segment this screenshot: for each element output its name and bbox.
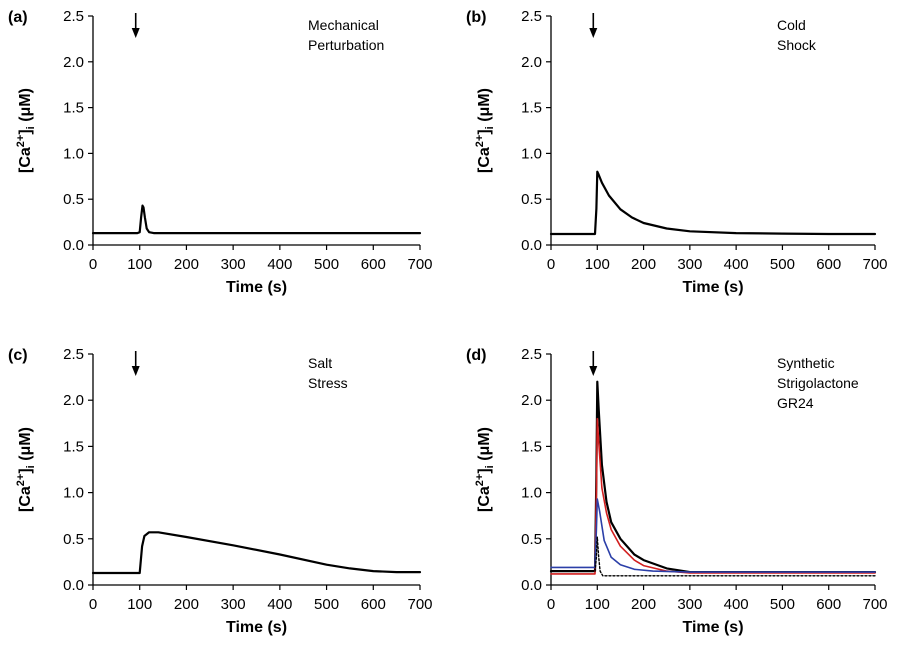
x-tick-label: 300 bbox=[221, 596, 246, 613]
annotation-text: Salt bbox=[308, 355, 332, 371]
series-line-3 bbox=[550, 498, 876, 573]
y-tick-label: 1.0 bbox=[63, 485, 84, 502]
x-tick-label: 200 bbox=[631, 256, 656, 273]
x-tick-label: 500 bbox=[314, 256, 339, 273]
series-line-2 bbox=[550, 417, 876, 575]
y-tick-label: 0.5 bbox=[521, 531, 542, 548]
y-axis-title: [Ca2+]i (μM) bbox=[474, 88, 496, 173]
y-tick-label: 1.0 bbox=[521, 485, 542, 502]
x-tick-label: 600 bbox=[361, 256, 386, 273]
annotation-text: Perturbation bbox=[308, 37, 384, 53]
x-tick-label: 0 bbox=[89, 256, 97, 273]
panel-label: (a) bbox=[8, 9, 28, 26]
x-tick-label: 200 bbox=[174, 596, 199, 613]
x-axis-title: Time (s) bbox=[226, 619, 287, 636]
x-tick-label: 400 bbox=[267, 596, 292, 613]
x-tick-label: 200 bbox=[174, 256, 199, 273]
y-tick-label: 2.0 bbox=[521, 392, 542, 409]
y-tick-label: 2.5 bbox=[63, 346, 84, 363]
y-tick-label: 0.5 bbox=[63, 191, 84, 208]
y-tick-label: 0.0 bbox=[63, 237, 84, 254]
y-tick-label: 0.0 bbox=[63, 577, 84, 594]
x-tick-label: 600 bbox=[816, 596, 841, 613]
x-tick-label: 0 bbox=[89, 596, 97, 613]
y-axis-title: [Ca2+]i (μM) bbox=[474, 427, 496, 512]
annotation-text: GR24 bbox=[777, 395, 814, 411]
y-tick-label: 1.5 bbox=[521, 438, 542, 455]
chart-panel-2: 0.0 0.5 1.0 1.5 2.0 2.5 0 100 200 300 400 500 600 700… bbox=[466, 8, 888, 296]
x-tick-label: 100 bbox=[127, 256, 152, 273]
x-tick-label: 300 bbox=[677, 256, 702, 273]
y-tick-label: 2.0 bbox=[63, 392, 84, 409]
x-tick-label: 100 bbox=[585, 256, 610, 273]
stimulus-arrow-head bbox=[589, 28, 598, 38]
x-axis-title: Time (s) bbox=[682, 619, 743, 636]
y-axis-title: [Ca2+]i (μM) bbox=[15, 427, 37, 512]
series-line-1 bbox=[91, 531, 422, 575]
stimulus-arrow-head bbox=[131, 366, 140, 376]
annotation-text: Stress bbox=[308, 375, 348, 391]
x-tick-label: 600 bbox=[816, 256, 841, 273]
annotation-text: Synthetic bbox=[777, 355, 835, 371]
panel-label: (d) bbox=[466, 347, 486, 364]
chart-panel-1: 0.0 0.5 1.0 1.5 2.0 2.5 0 100 200 300 400 500 600 700… bbox=[8, 8, 433, 296]
y-axis-title: [Ca2+]i (μM) bbox=[15, 88, 37, 173]
y-tick-label: 0.0 bbox=[521, 237, 542, 254]
y-tick-label: 0.0 bbox=[521, 577, 542, 594]
annotation-text: Strigolactone bbox=[777, 375, 859, 391]
y-tick-label: 0.5 bbox=[63, 531, 84, 548]
x-tick-label: 100 bbox=[585, 596, 610, 613]
x-tick-label: 200 bbox=[631, 596, 656, 613]
chart-panel-3: 0.0 0.5 1.0 1.5 2.0 2.5 0 100 200 300 400 500 600 700… bbox=[8, 346, 433, 636]
x-tick-label: 700 bbox=[407, 596, 432, 613]
annotation-text: Mechanical bbox=[308, 17, 379, 33]
y-tick-label: 2.0 bbox=[63, 54, 84, 71]
series-line-1 bbox=[549, 380, 877, 574]
x-tick-label: 0 bbox=[547, 596, 555, 613]
x-tick-label: 500 bbox=[314, 596, 339, 613]
x-tick-label: 700 bbox=[407, 256, 432, 273]
x-tick-label: 600 bbox=[361, 596, 386, 613]
x-tick-label: 400 bbox=[724, 596, 749, 613]
x-tick-label: 0 bbox=[547, 256, 555, 273]
panel-label: (b) bbox=[466, 9, 486, 26]
stimulus-arrow-head bbox=[131, 28, 140, 38]
x-tick-label: 500 bbox=[770, 256, 795, 273]
x-tick-label: 100 bbox=[127, 596, 152, 613]
y-tick-label: 2.5 bbox=[521, 346, 542, 363]
y-tick-label: 2.0 bbox=[521, 54, 542, 71]
y-tick-label: 2.5 bbox=[521, 8, 542, 25]
y-tick-label: 0.5 bbox=[521, 191, 542, 208]
y-tick-label: 1.0 bbox=[63, 145, 84, 162]
x-tick-label: 300 bbox=[221, 256, 246, 273]
stimulus-arrow-head bbox=[589, 366, 598, 376]
chart-panel-4: 0.0 0.5 1.0 1.5 2.0 2.5 0 100 200 300 400 500 600 700… bbox=[466, 346, 888, 636]
series-line-4 bbox=[550, 536, 876, 577]
x-axis-title: Time (s) bbox=[682, 279, 743, 296]
annotation-text: Shock bbox=[777, 37, 817, 53]
x-tick-label: 300 bbox=[677, 596, 702, 613]
series-line-1 bbox=[549, 170, 877, 236]
y-tick-label: 1.5 bbox=[521, 100, 542, 117]
x-tick-label: 700 bbox=[862, 256, 887, 273]
y-tick-label: 1.5 bbox=[63, 100, 84, 117]
y-tick-label: 1.0 bbox=[521, 145, 542, 162]
x-axis-title: Time (s) bbox=[226, 279, 287, 296]
panel-label: (c) bbox=[8, 347, 28, 364]
x-tick-label: 700 bbox=[862, 596, 887, 613]
annotation-text: Cold bbox=[777, 17, 806, 33]
x-tick-label: 500 bbox=[770, 596, 795, 613]
x-tick-label: 400 bbox=[724, 256, 749, 273]
y-tick-label: 1.5 bbox=[63, 438, 84, 455]
x-tick-label: 400 bbox=[267, 256, 292, 273]
series-line-1 bbox=[91, 204, 422, 235]
y-tick-label: 2.5 bbox=[63, 8, 84, 25]
